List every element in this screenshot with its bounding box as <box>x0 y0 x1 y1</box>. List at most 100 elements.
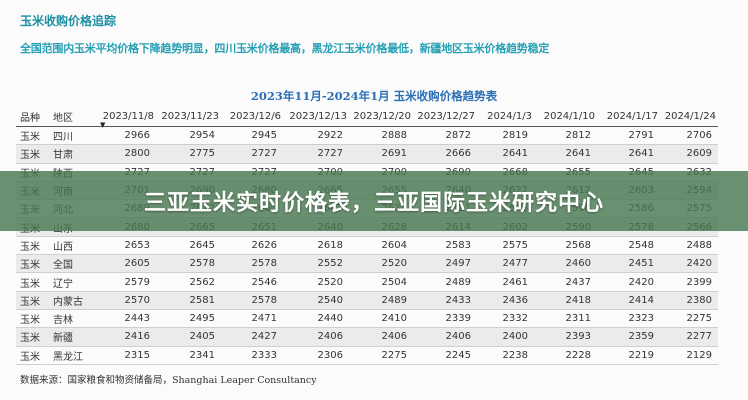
price-cell: 2618 <box>283 236 349 256</box>
price-cell: 2706 <box>660 126 718 146</box>
price-cell: 2460 <box>534 254 597 274</box>
price-cell: 2333 <box>221 346 283 365</box>
column-header: 2024/1/10 <box>534 106 597 127</box>
price-cell: 2129 <box>660 346 718 365</box>
price-cell: 2275 <box>349 346 413 365</box>
variety-cell: 玉米 <box>16 254 49 274</box>
price-cell: 2275 <box>660 309 718 329</box>
table-title: 2023年11月-2024年1月 玉米收购价格趋势表 <box>250 89 498 103</box>
region-cell: 甘肃 <box>49 144 94 164</box>
price-cell: 2406 <box>283 327 349 347</box>
price-cell: 2238 <box>477 346 534 365</box>
banner-title: 三亚玉米实时价格表，三亚国际玉米研究中心 <box>143 191 604 216</box>
price-cell: 2727 <box>283 144 349 164</box>
price-cell: 2568 <box>534 236 597 256</box>
price-cell: 2400 <box>477 327 534 347</box>
price-cell: 2520 <box>283 272 349 292</box>
document-summary: 全国范围内玉米平均价格下降趋势明显，四川玉米价格最高，黑龙江玉米价格最低，新疆地… <box>20 42 550 55</box>
variety-cell: 玉米 <box>16 346 49 365</box>
region-cell: 新疆 <box>49 327 94 347</box>
variety-cell: 玉米 <box>16 144 49 164</box>
table-row: 玉米 新疆 2416 2405 2427 2406 2406 2406 2400 2393 2359… <box>16 327 718 347</box>
document-title: 玉米收购价格追踪 <box>20 14 117 28</box>
price-cell: 2440 <box>283 309 349 329</box>
region-cell: 山西 <box>49 236 94 256</box>
column-header: 2023/12/27 <box>413 106 477 127</box>
price-cell: 2393 <box>534 327 597 347</box>
price-cell: 2540 <box>283 291 349 310</box>
region-cell: 内蒙古 <box>49 291 94 310</box>
price-cell: 2562 <box>156 272 221 292</box>
variety-cell: 玉米 <box>16 272 49 292</box>
price-cell: 2575 <box>477 236 534 256</box>
price-cell: 2495 <box>156 309 221 329</box>
column-header: 品种 <box>16 106 49 127</box>
price-cell: 2277 <box>660 327 718 347</box>
price-cell: 2471 <box>221 309 283 329</box>
price-cell: 2245 <box>413 346 477 365</box>
price-cell: 2341 <box>156 346 221 365</box>
price-cell: 2578 <box>221 254 283 274</box>
table-header-row: 品种 地区 2023/11/8 ▼ 2023/11/23 2023/12/6 2023/12… <box>16 106 718 129</box>
column-header: 2024/1/17 <box>597 106 660 127</box>
variety-cell: 玉米 <box>16 291 49 310</box>
price-cell: 2410 <box>349 309 413 329</box>
price-cell: 2437 <box>534 272 597 292</box>
price-cell: 2800 <box>94 144 156 164</box>
title-banner: 三亚玉米实时价格表，三亚国际玉米研究中心 <box>0 171 748 231</box>
price-cell: 2488 <box>660 236 718 256</box>
price-cell: 2579 <box>94 272 156 292</box>
price-cell: 2578 <box>156 254 221 274</box>
price-cell: 2727 <box>221 144 283 164</box>
price-cell: 2489 <box>413 272 477 292</box>
price-cell: 2451 <box>597 254 660 274</box>
price-cell: 2552 <box>283 254 349 274</box>
table-row: 玉米 山西 2653 2645 2626 2618 2604 2583 2575 2568 2548… <box>16 236 718 256</box>
price-cell: 2641 <box>534 144 597 164</box>
price-cell: 2420 <box>597 272 660 292</box>
table-row: 玉米 内蒙古 2570 2581 2578 2540 2489 2433 2436 2418 241… <box>16 291 718 310</box>
price-cell: 2311 <box>534 309 597 329</box>
price-cell: 2888 <box>349 126 413 146</box>
column-header: 2023/11/23 <box>156 106 221 127</box>
price-cell: 2219 <box>597 346 660 365</box>
price-cell: 2791 <box>597 126 660 146</box>
table-row: 玉米 黑龙江 2315 2341 2333 2306 2275 2245 2238 2228 221… <box>16 346 718 365</box>
region-cell: 黑龙江 <box>49 346 94 365</box>
price-cell: 2666 <box>413 144 477 164</box>
variety-cell: 玉米 <box>16 126 49 146</box>
table-row: 玉米 吉林 2443 2495 2471 2440 2410 2339 2332 2311 2323… <box>16 309 718 329</box>
table-row: 玉米 四川 2966 2954 2945 2922 2888 2872 2819 2812 2791… <box>16 126 718 146</box>
price-cell: 2872 <box>413 126 477 146</box>
price-cell: 2323 <box>597 309 660 329</box>
price-cell: 2380 <box>660 291 718 310</box>
price-cell: 2427 <box>221 327 283 347</box>
price-cell: 2339 <box>413 309 477 329</box>
price-cell: 2433 <box>413 291 477 310</box>
column-header: 2023/12/20 <box>349 106 413 127</box>
column-header: 2023/12/6 <box>221 106 283 127</box>
price-cell: 2812 <box>534 126 597 146</box>
variety-cell: 玉米 <box>16 309 49 329</box>
sort-descending-icon[interactable]: ▼ <box>100 121 106 129</box>
price-cell: 2359 <box>597 327 660 347</box>
price-cell: 2497 <box>413 254 477 274</box>
region-cell: 吉林 <box>49 309 94 329</box>
table-row: 玉米 全国 2605 2578 2578 2552 2520 2497 2477 2460 2451… <box>16 254 718 274</box>
price-cell: 2966 <box>94 126 156 146</box>
variety-cell: 玉米 <box>16 327 49 347</box>
price-cell: 2578 <box>221 291 283 310</box>
price-cell: 2315 <box>94 346 156 365</box>
price-table: 品种 地区 2023/11/8 ▼ 2023/11/23 2023/12/6 2023/12… <box>16 106 718 365</box>
table-row: 玉米 辽宁 2579 2562 2546 2520 2504 2489 2461 2437 2420… <box>16 272 718 292</box>
column-header: 地区 <box>49 106 94 127</box>
column-header[interactable]: 2023/11/8 ▼ <box>94 106 156 129</box>
price-cell: 2775 <box>156 144 221 164</box>
price-cell: 2609 <box>660 144 718 164</box>
price-cell: 2405 <box>156 327 221 347</box>
table-row: 玉米 甘肃 2800 2775 2727 2727 2691 2666 2641 2641 2641… <box>16 144 718 164</box>
region-cell: 全国 <box>49 254 94 274</box>
price-cell: 2332 <box>477 309 534 329</box>
price-cell: 2461 <box>477 272 534 292</box>
price-cell: 2443 <box>94 309 156 329</box>
